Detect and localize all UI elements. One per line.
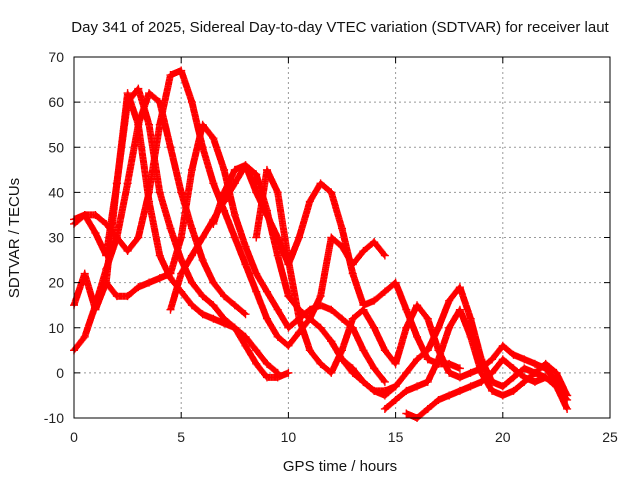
x-tick-label: 20 [495,429,511,445]
x-axis-label: GPS time / hours [283,458,397,475]
y-tick-label: 70 [48,49,64,65]
axis-ticks: 0 5 10 15 20 25 -10 0 10 20 30 40 50 60 70 [44,49,618,445]
series-marker-trail [253,167,570,398]
x-tick-label: 0 [70,429,78,445]
series-marker-trail [382,307,570,412]
y-tick-label: -10 [44,410,64,426]
series-track-3 [70,89,250,355]
y-tick-label: 0 [56,365,64,381]
x-tick-label: 10 [281,429,297,445]
data-points [70,66,572,422]
y-tick-label: 10 [48,320,64,336]
x-tick-label: 25 [602,429,618,445]
y-tick-label: 50 [48,139,64,155]
y-tick-label: 60 [48,94,64,110]
series-track-4 [70,66,400,395]
series-track-7 [209,161,464,373]
y-axis-label: SDTVAR / TECUs [6,178,23,298]
series-marker-trail [404,356,570,421]
y-tick-label: 20 [48,275,64,291]
chart-title: Day 341 of 2025, Sidereal Day-to-day VTE… [71,19,609,36]
x-tick-label: 5 [177,429,185,445]
y-tick-label: 30 [48,230,64,246]
y-tick-label: 40 [48,184,64,200]
x-tick-label: 15 [388,429,404,445]
series-track-10 [380,305,572,413]
